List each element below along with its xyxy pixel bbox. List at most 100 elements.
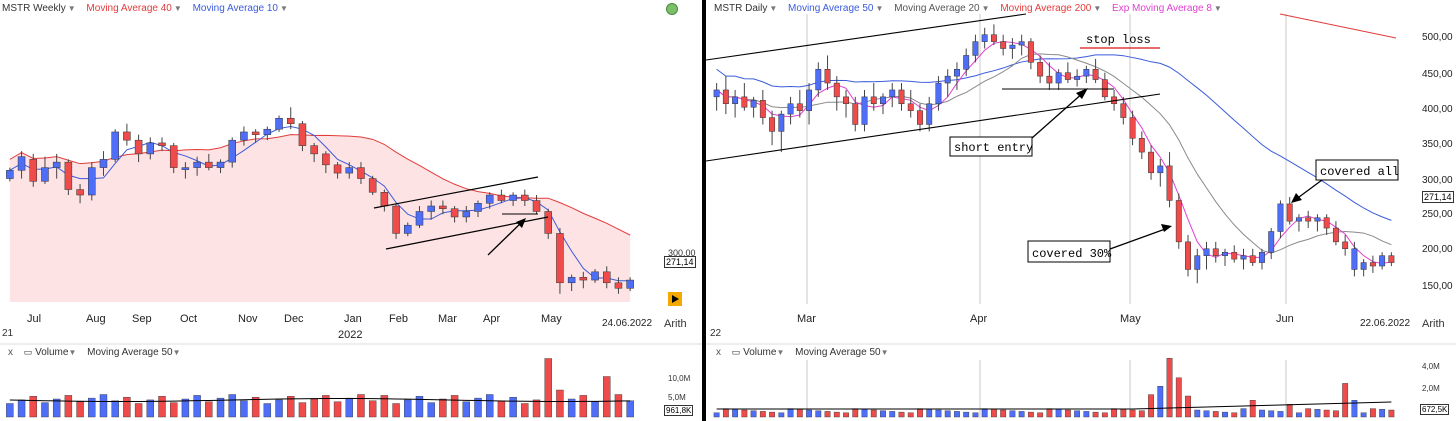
ma40-label[interactable]: Moving Average 40 [86,3,172,14]
volume-label[interactable]: Volume [743,347,777,358]
candle-body [778,113,785,132]
volume-bar [917,408,923,418]
candle [298,120,307,152]
candle-body [310,145,318,155]
volume-bar [205,401,213,418]
candle-body [123,131,131,141]
volume-bar [750,410,757,418]
volume-bar [474,397,482,418]
panel-divider[interactable] [702,0,706,421]
ma10-label[interactable]: Moving Average 10 [192,3,278,14]
volume-bar [1018,411,1025,418]
volume-bar [322,395,330,418]
ema8-label[interactable]: Exp Moving Average 8 [1112,3,1212,14]
chevron-down-icon[interactable]: ▼ [875,4,884,13]
candle [1323,214,1330,235]
ma20-label[interactable]: Moving Average 20 [894,3,980,14]
ema8-line [716,41,1392,264]
volume-bar [1240,408,1247,418]
candle [240,126,248,146]
volume-bar [954,411,960,418]
close-icon[interactable]: x [716,347,721,358]
chevron-down-icon[interactable]: ▼ [880,348,889,357]
chevron-down-icon[interactable]: ▼ [280,4,288,13]
candle-body [953,68,960,77]
chevron-down-icon[interactable]: ▼ [67,4,76,13]
stop-loss-annotation: stop loss [1086,33,1151,47]
symbol-label[interactable]: MSTR Daily [714,3,768,14]
weekly-price-chart[interactable]: Jul Aug Sep Oct Nov Dec Jan Feb Mar Apr May 2022 [0,0,702,421]
volume-bar [275,399,283,418]
scale-mode-label[interactable]: Arith [664,318,687,330]
chevron-down-icon[interactable]: ▼ [769,4,778,13]
candle [579,271,588,289]
right-axis-tick: 400,00 [1422,104,1453,115]
scale-mode-label[interactable]: Arith [1422,318,1445,330]
chevron-down-icon[interactable]: ▼ [1093,4,1102,13]
chevron-down-icon[interactable]: ▼ [173,4,182,13]
candle-body [1388,255,1395,263]
corner-year-label: 22 [710,328,722,339]
chevron-down-icon[interactable]: ▼ [172,348,181,357]
x-tick-label: Apr [483,313,500,325]
volume-bar [6,403,14,418]
candle-body [322,153,330,166]
daily-price-chart[interactable]: stop loss short entry covered 30% covered a… [706,0,1456,421]
candle-body [1037,62,1044,77]
volume-bar [111,400,119,418]
candle [1018,34,1025,56]
volume-bar [1027,411,1034,418]
candle [392,203,400,239]
candle-body [181,167,190,170]
play-icon[interactable] [668,292,682,306]
candle-body [889,89,896,98]
chevron-down-icon[interactable]: ▼ [1213,4,1222,13]
ma200-label[interactable]: Moving Average 200 [1000,3,1092,14]
candle-body [1305,217,1312,222]
chevron-down-icon[interactable]: ▼ [776,348,785,357]
candle-body [216,161,225,168]
candle-body [1323,217,1330,229]
corner-year-label: 21 [2,328,14,339]
last-price-box: 271,14 [1422,191,1454,203]
chevron-down-icon[interactable]: ▼ [981,4,990,13]
volume-bar [1194,409,1201,418]
last-volume-box: 672,5K [1420,404,1450,415]
candle-body [556,233,564,284]
volume-bar [193,395,201,418]
candle-body [806,89,813,111]
volume-label[interactable]: Volume [35,347,69,358]
candle [544,208,552,239]
ma50-label[interactable]: Moving Average 50 [788,3,874,14]
ma20-line [716,53,1392,254]
candle [1120,96,1127,125]
chevron-down-icon[interactable]: ▼ [68,348,77,357]
candle-body [1092,68,1099,80]
candle [1166,152,1173,208]
volume-bar [1148,394,1154,418]
settings-icon[interactable] [666,3,678,15]
x-tick-label: Sep [132,313,152,325]
volume-bar [1323,409,1330,418]
volume-bar [17,399,26,418]
x-tick-label: Apr [970,313,987,325]
candle [415,206,424,228]
close-icon[interactable]: x [8,347,13,358]
candle-body [870,96,877,105]
symbol-label[interactable]: MSTR Weekly [2,3,66,14]
volume-bar [1101,412,1108,418]
covered-all-annotation: covered all [1320,165,1399,179]
volume-bar [861,409,868,418]
right-axis-tick: 450,00 [1422,69,1453,80]
candle [1369,255,1376,273]
candle [251,129,260,143]
candle-body [944,75,951,84]
volume-bar [427,402,435,418]
x-tick-label: Aug [86,313,106,325]
ma40-fill-area [9,134,631,302]
candle-body [485,194,494,204]
candle-body [1083,68,1090,77]
candle-body [497,194,506,201]
volume-ma-label[interactable]: Moving Average 50 [87,347,173,358]
volume-ma-label[interactable]: Moving Average 50 [795,347,881,358]
